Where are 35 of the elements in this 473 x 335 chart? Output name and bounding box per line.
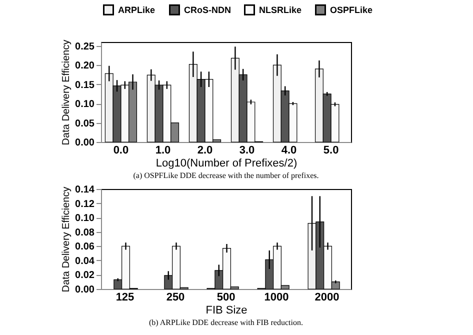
x-tick-label: 250	[166, 292, 185, 304]
y-tick-label: 0.12	[75, 198, 95, 210]
y-tick-label: 0.05	[75, 118, 95, 130]
x-tick-label: 5.0	[323, 144, 339, 156]
text: (a) OSPFLike DDE decrease with the number of prefixes.	[133, 171, 319, 180]
x-tick-label: 2000	[314, 292, 340, 304]
x-tick-label: 0.0	[113, 144, 129, 156]
x-tick-label: 3.0	[239, 144, 255, 156]
y-tick-label: 0.10	[75, 99, 95, 110]
y-tick-label: 0.15	[75, 80, 95, 91]
x-tick-label: 1000	[264, 292, 289, 304]
x-tick-label: 1.0	[155, 144, 171, 156]
legend-label: ARPLike	[118, 4, 156, 15]
legend-label: NLSRLike	[259, 4, 302, 15]
legend-label: OSPFLike	[330, 4, 373, 15]
y-tick-label: 0.04	[75, 256, 95, 267]
x-tick-label: 4.0	[281, 144, 297, 156]
x-axis-title: FIB Size	[206, 304, 248, 316]
x-tick-label: 500	[216, 292, 236, 304]
y-tick-label: 0.10	[75, 213, 95, 224]
y-tick-label: 0.20	[75, 60, 95, 72]
y-axis-title: Data Delivery Efficiency	[61, 186, 72, 292]
text: (b) ARPLike DDE decrease with FIB reduction.	[149, 318, 303, 327]
y-tick-label: 0.25	[75, 41, 95, 52]
legend-label: CRoS-NDN	[184, 4, 231, 15]
x-axis-title: Log10(Number of Prefixes/2)	[156, 158, 298, 170]
x-tick-label: 2.0	[197, 144, 213, 156]
y-tick-label: 0.00	[75, 138, 95, 148]
y-axis-title: Data Delivery Efficiency	[61, 40, 72, 146]
y-tick-label: 0.08	[75, 227, 95, 238]
y-tick-label: 0.06	[75, 242, 95, 253]
y-tick-label: 0.02	[75, 270, 95, 282]
y-tick-label: 0.14	[75, 184, 95, 196]
y-tick-label: 0.00	[75, 284, 95, 296]
x-tick-label: 125	[116, 292, 134, 304]
